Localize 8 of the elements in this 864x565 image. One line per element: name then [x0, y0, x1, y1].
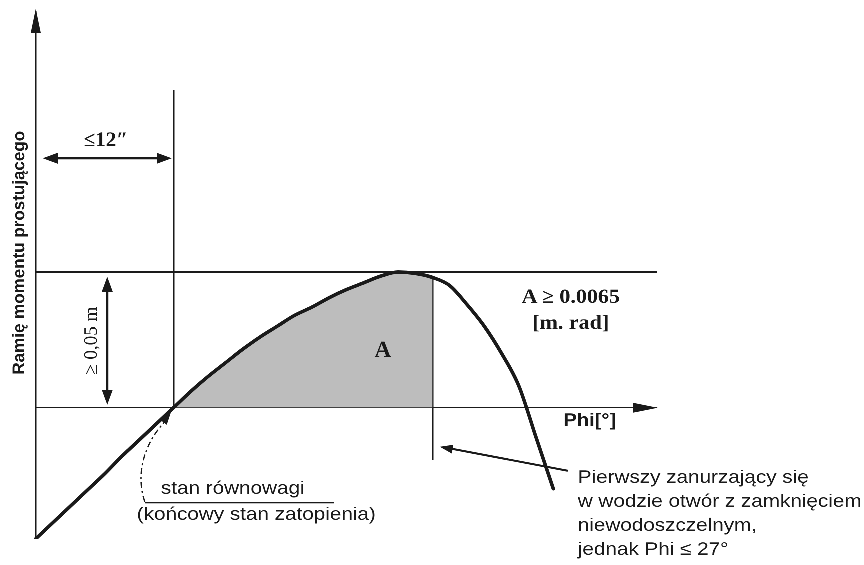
annotation: A ≥ 0.0065 [m. rad] — [522, 285, 620, 334]
annotation: Pierwszy zanurzający się w wodzie otwór z zamknięciem niewodoszczelnym, jednak Phi ≤ 27° — [576, 467, 862, 560]
annotation: A — [374, 336, 392, 362]
text: ≤12″ — [84, 127, 128, 152]
y-axis-title: Ramię momentu prostującego — [10, 131, 29, 375]
annotation: ≥ 0,05 m — [80, 306, 102, 375]
annotation: stan równowagi (końcowy stan zatopienia) — [137, 478, 376, 525]
x-axis-title: Phi[°] — [564, 410, 616, 431]
